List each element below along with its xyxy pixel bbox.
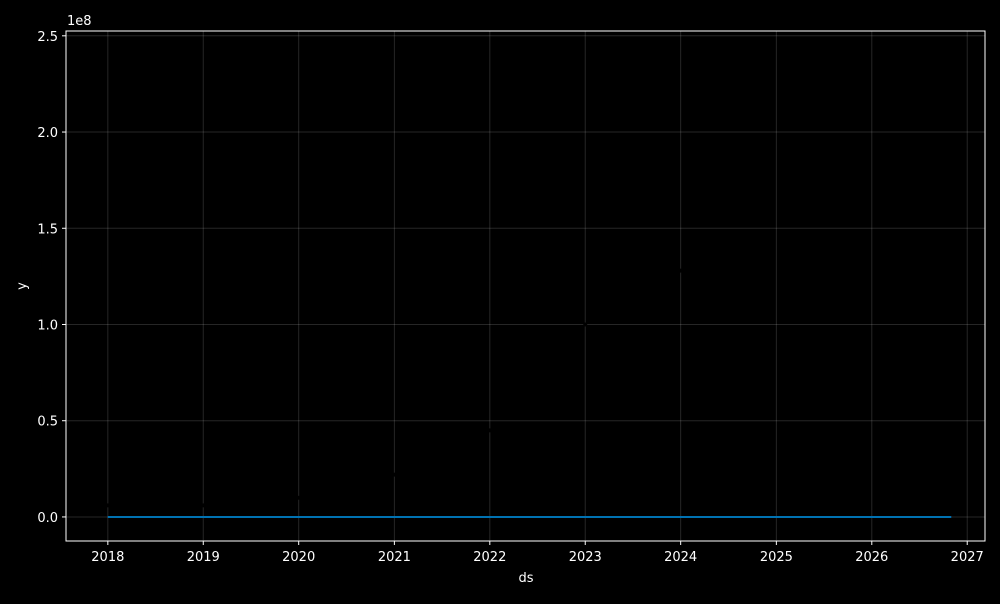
plot-frame — [65, 30, 986, 542]
x-axis: 2018 2019 2020 2021 2022 2023 2024 2025 2026 2027 — [91, 541, 984, 565]
x-tick-label: 2025 — [760, 550, 793, 565]
x-tick-label: 2022 — [473, 550, 506, 565]
x-tick-label: 2019 — [187, 550, 220, 565]
data-point — [201, 503, 206, 508]
data-point — [487, 428, 492, 433]
x-tick-label: 2026 — [855, 550, 888, 565]
data-point — [296, 495, 301, 500]
x-tick-label: 2020 — [282, 550, 315, 565]
x-tick-label: 2023 — [569, 550, 602, 565]
y-axis-label: y — [15, 282, 30, 290]
y-tick-label: 0.0 — [37, 511, 58, 526]
data-point — [583, 322, 588, 327]
series-layer — [105, 268, 952, 518]
y-tick-label: 1.5 — [37, 222, 58, 237]
y-tick-label: 0.5 — [37, 415, 58, 430]
x-axis-label: ds — [518, 571, 533, 586]
y-axis-offset-label: 1e8 — [67, 14, 92, 29]
x-tick-label: 2018 — [91, 550, 124, 565]
x-tick-label: 2027 — [951, 550, 984, 565]
data-point — [392, 472, 397, 477]
x-tick-label: 2024 — [664, 550, 697, 565]
y-axis: 0.0 0.5 1.0 1.5 2.0 2.5 — [37, 30, 66, 526]
y-tick-label: 2.0 — [37, 126, 58, 141]
y-tick-label: 1.0 — [37, 318, 58, 333]
grid-layer — [66, 31, 985, 541]
data-point — [678, 268, 683, 273]
data-point — [105, 503, 110, 508]
x-tick-label: 2021 — [378, 550, 411, 565]
y-tick-label: 2.5 — [37, 30, 58, 45]
